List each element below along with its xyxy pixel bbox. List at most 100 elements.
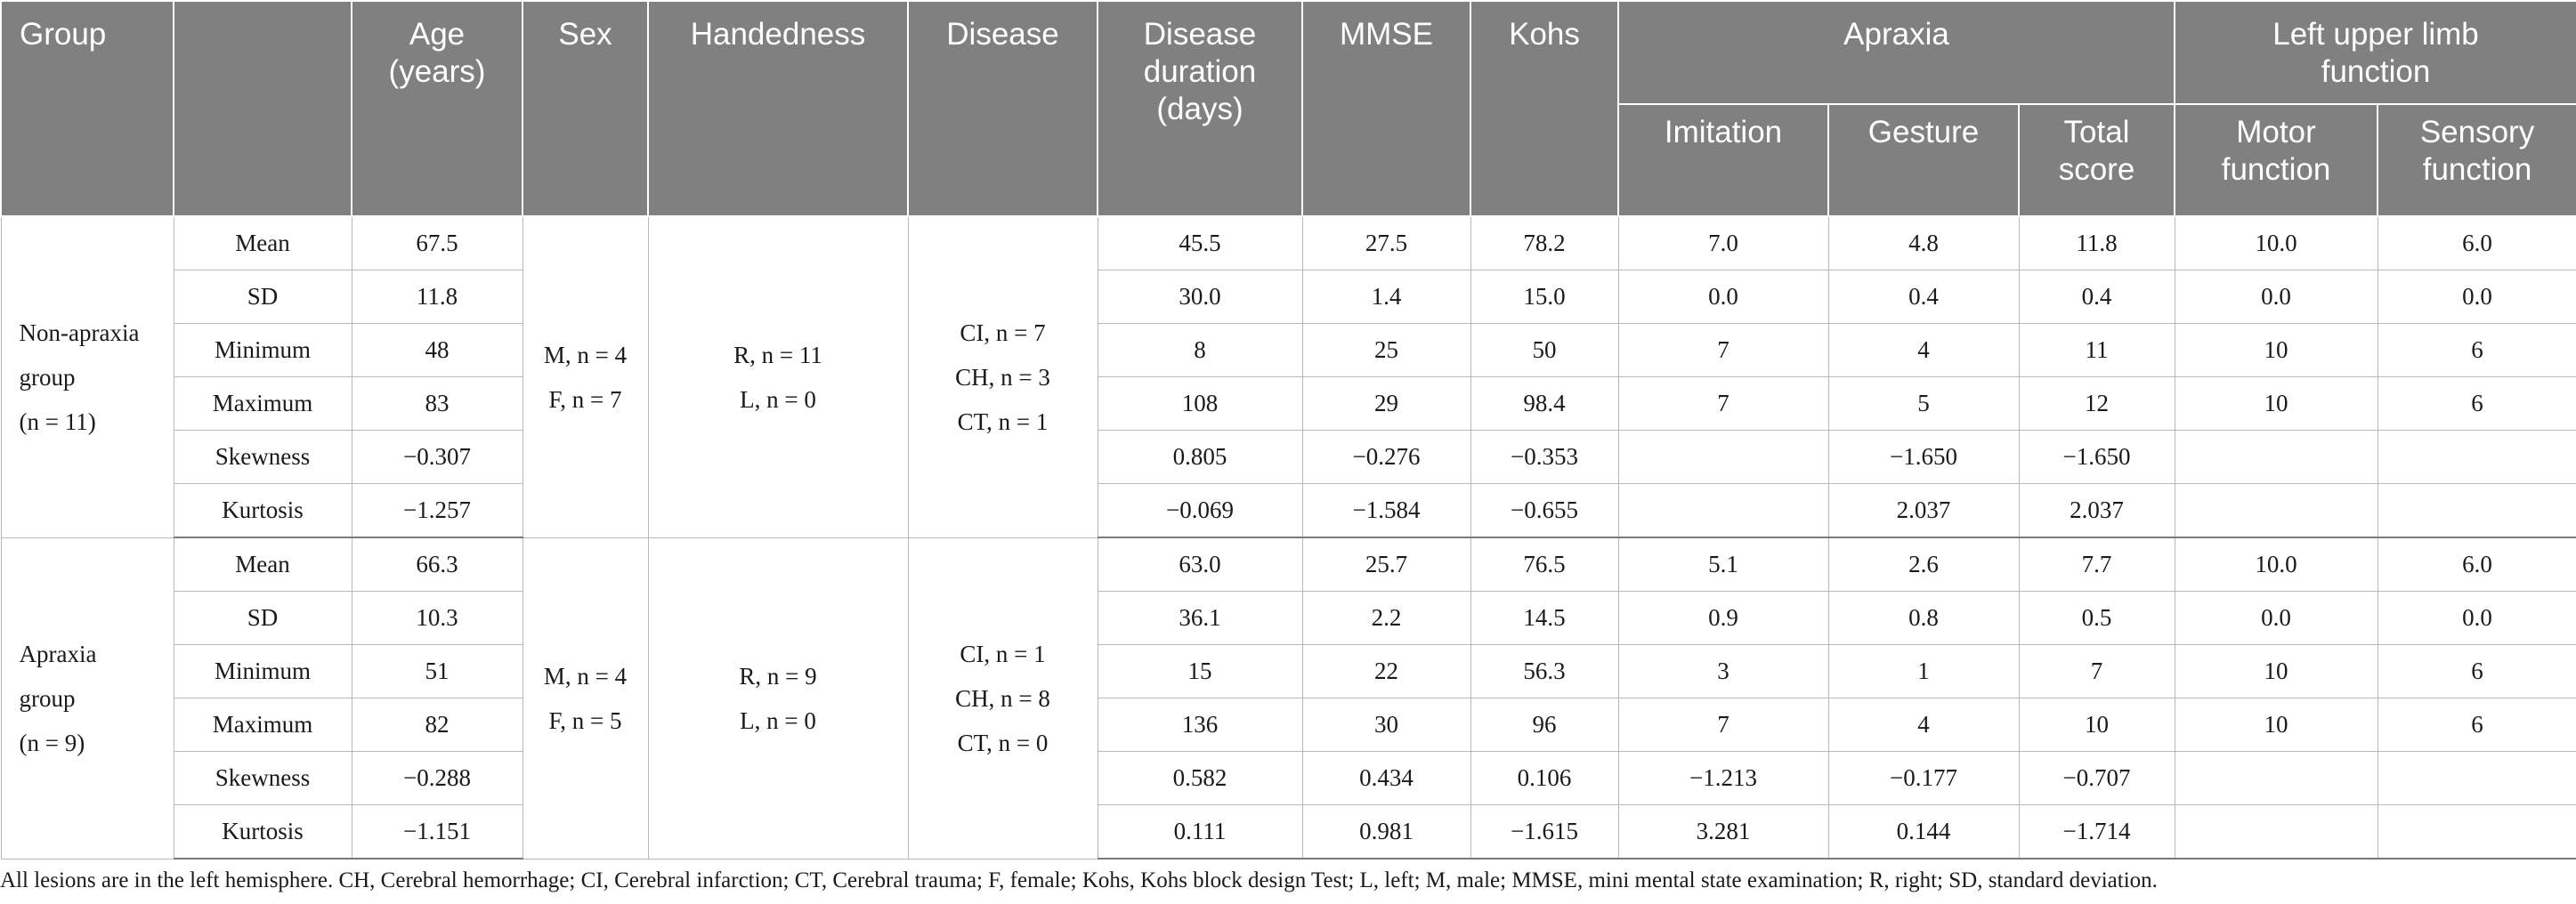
table-row: SD 11.8 30.0 1.4 15.0 0.0 0.4 0.4 0.0 0.0	[1, 270, 2576, 324]
value-cell: −1.650	[1827, 430, 2020, 484]
disease-cell: CI, n = 1 CH, n = 8 CT, n = 0	[907, 537, 1098, 860]
value-cell: 10	[2174, 644, 2378, 698]
header-stat	[173, 0, 352, 217]
group-label-line: group	[19, 363, 76, 391]
value-cell: 2.037	[1827, 483, 2020, 538]
value-cell: 56.3	[1470, 644, 1619, 698]
disease-line: CI, n = 1	[960, 640, 1046, 667]
value-cell: 0.0	[1617, 270, 1829, 324]
value-cell: 82	[351, 698, 523, 752]
value-cell: 0.5	[2018, 591, 2175, 645]
value-cell: 0.0	[2174, 270, 2378, 324]
value-cell: 0.4	[2018, 270, 2175, 324]
value-cell: 10.0	[2174, 537, 2378, 592]
header-age-line: (years)	[388, 54, 486, 89]
value-cell: 10	[2018, 698, 2175, 752]
value-cell: 10	[2174, 698, 2378, 752]
value-cell: 29	[1301, 376, 1471, 431]
value-cell: −0.276	[1301, 430, 1471, 484]
table-row: Kurtosis −1.257 −0.069 −1.584 −0.655 2.037 2.0…	[1, 483, 2576, 538]
value-cell: 0.805	[1097, 430, 1303, 484]
value-cell: 7	[1617, 323, 1829, 377]
value-cell: −1.257	[351, 483, 523, 538]
value-cell: −1.615	[1470, 804, 1619, 860]
value-cell: 11	[2018, 323, 2175, 377]
value-cell: 10	[2174, 323, 2378, 377]
value-cell: 0.106	[1470, 751, 1619, 805]
value-cell: 1	[1827, 644, 2020, 698]
header-sensory-line: Sensory	[2419, 115, 2535, 149]
value-cell: 15.0	[1470, 270, 1619, 324]
value-cell: −1.584	[1301, 483, 1471, 538]
stat-label-cell: Maximum	[173, 698, 352, 752]
value-cell: 36.1	[1097, 591, 1303, 645]
header-age-line: Age	[409, 17, 466, 52]
value-cell: 0.111	[1097, 804, 1303, 860]
header-duration-line: duration	[1143, 54, 1257, 89]
sex-cell: M, n = 4 F, n = 5	[522, 537, 649, 860]
value-cell: 0.9	[1617, 591, 1829, 645]
value-cell	[2174, 483, 2378, 538]
value-cell: −0.288	[351, 751, 523, 805]
stat-label-cell: Kurtosis	[173, 483, 352, 538]
header-kohs: Kohs	[1470, 0, 1619, 217]
value-cell	[1617, 483, 1829, 538]
header-gesture: Gesture	[1827, 103, 2020, 217]
header-handedness: Handedness	[647, 0, 909, 217]
group-label-line: Non-apraxia	[19, 319, 140, 346]
handedness-cell: R, n = 9 L, n = 0	[647, 537, 909, 860]
table-row: Skewness −0.307 0.805 −0.276 −0.353 −1.650 −1.…	[1, 430, 2576, 484]
value-cell: 67.5	[351, 215, 523, 270]
value-cell: 6	[2377, 698, 2576, 752]
header-disease: Disease	[907, 0, 1098, 217]
value-cell: 4.8	[1827, 215, 2020, 270]
sex-line: M, n = 4	[543, 662, 628, 690]
table-row: Non-apraxia group (n = 11) Mean 67.5 M, n = 4…	[0, 215, 2576, 538]
value-cell: 0.0	[2377, 270, 2576, 324]
disease-line: CH, n = 3	[955, 363, 1050, 391]
stat-label-cell: Mean	[173, 215, 352, 270]
value-cell: 45.5	[1097, 215, 1303, 270]
value-cell: 2.6	[1827, 537, 2020, 592]
header-duration-line: (days)	[1156, 92, 1243, 126]
header-group: Group	[0, 0, 174, 217]
value-cell	[2377, 751, 2576, 805]
value-cell: 0.4	[1827, 270, 2020, 324]
stat-label-cell: Skewness	[173, 751, 352, 805]
header-apraxia: Apraxia	[1616, 0, 2176, 105]
table-row: Kurtosis −1.151 0.111 0.981 −1.615 3.281 0.144…	[1, 804, 2576, 860]
value-cell: 76.5	[1470, 537, 1619, 592]
value-cell: 66.3	[351, 537, 523, 592]
stat-label-cell: SD	[173, 591, 352, 645]
data-table: Group Age (years) Sex Handedness Disease…	[0, 0, 2576, 860]
value-cell: 3	[1617, 644, 1829, 698]
value-cell: 6	[2377, 323, 2576, 377]
value-cell: −1.213	[1617, 751, 1829, 805]
value-cell: 2.2	[1301, 591, 1471, 645]
stat-label-cell: Maximum	[173, 376, 352, 431]
header-total-line: Total	[2063, 115, 2130, 149]
stat-label-cell: Minimum	[173, 644, 352, 698]
value-cell: 6.0	[2377, 215, 2576, 270]
value-cell: −0.177	[1827, 751, 2020, 805]
value-cell: 136	[1097, 698, 1303, 752]
value-cell: −0.353	[1470, 430, 1619, 484]
value-cell: −0.069	[1097, 483, 1303, 538]
sex-line: F, n = 5	[548, 706, 622, 734]
value-cell: 7.0	[1617, 215, 1829, 270]
value-cell	[1617, 430, 1829, 484]
handedness-line: R, n = 9	[739, 662, 817, 690]
value-cell: 22	[1301, 644, 1471, 698]
table-footnote: All lesions are in the left hemisphere. …	[0, 868, 2158, 892]
group-label-cell: Non-apraxia group (n = 11)	[0, 215, 174, 538]
value-cell: 11.8	[351, 270, 523, 324]
table-row: Skewness −0.288 0.582 0.434 0.106 −1.213 −0.17…	[1, 751, 2576, 805]
value-cell: 4	[1827, 323, 2020, 377]
table-row: Maximum 83 108 29 98.4 7 5 12 10 6	[1, 376, 2576, 431]
table-row: Maximum 82 136 30 96 7 4 10 10 6	[1, 698, 2576, 752]
header-disease-duration: Disease duration (days)	[1097, 0, 1303, 217]
value-cell: 98.4	[1470, 376, 1619, 431]
value-cell	[2377, 430, 2576, 484]
table-container: Group Age (years) Sex Handedness Disease…	[0, 0, 2576, 860]
value-cell: 10.0	[2174, 215, 2378, 270]
